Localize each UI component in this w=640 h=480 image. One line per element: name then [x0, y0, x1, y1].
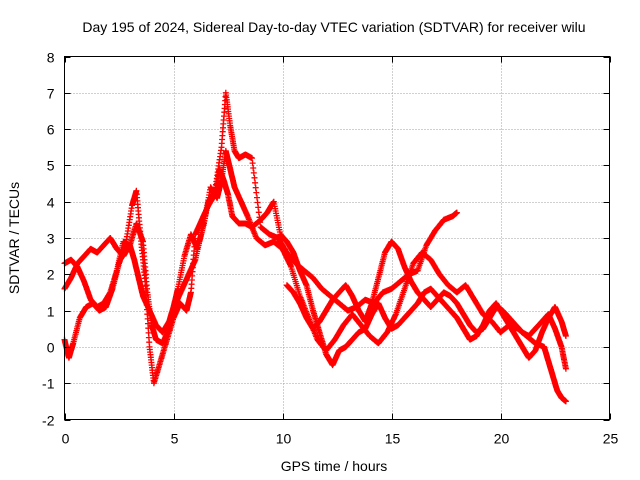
- y-tick-label: 8: [47, 50, 55, 66]
- y-tick-label: 7: [47, 86, 55, 102]
- x-tick-label: 5: [171, 431, 179, 447]
- data-point-markers: [283, 238, 569, 372]
- y-tick-label: 3: [47, 231, 55, 247]
- y-tick-label: 2: [47, 267, 55, 283]
- y-tick-label: -2: [42, 413, 55, 429]
- y-tick-label: 5: [47, 158, 55, 174]
- y-tick-label: 1: [47, 304, 55, 320]
- x-tick-label: 10: [276, 431, 292, 447]
- x-axis-title: GPS time / hours: [281, 458, 388, 474]
- x-tick-label: 25: [603, 431, 619, 447]
- y-tick-label: -1: [42, 376, 55, 392]
- grid-lines: [64, 56, 610, 420]
- x-tick-label: 15: [385, 431, 401, 447]
- series-track-d: [283, 238, 569, 372]
- y-tick-label: 0: [47, 340, 55, 356]
- y-tick-label: 4: [47, 195, 55, 211]
- x-tick-label: 20: [494, 431, 510, 447]
- axis-ticks: 0 5 10 15 20 25 -2 -1 0 1 2 3 4 5 6 7 8: [42, 50, 618, 447]
- chart-title: Day 195 of 2024, Sidereal Day-to-day VTE…: [82, 19, 585, 35]
- y-tick-label: 6: [47, 122, 55, 138]
- y-axis-title: SDTVAR / TECUs: [6, 182, 22, 294]
- x-tick-label: 0: [62, 431, 70, 447]
